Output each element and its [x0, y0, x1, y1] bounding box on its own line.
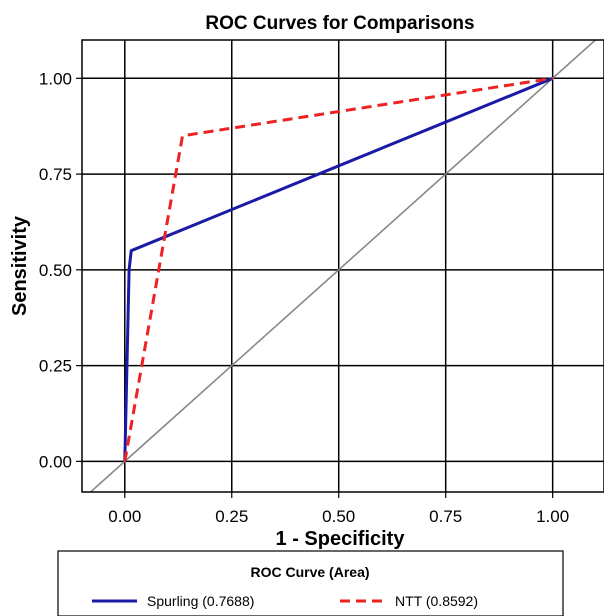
x-tick-label: 0.25	[215, 507, 248, 526]
y-tick-label: 0.50	[39, 261, 72, 280]
legend-label: Spurling (0.7688)	[147, 593, 254, 609]
y-axis-label: Sensitivity	[9, 215, 31, 316]
legend: ROC Curve (Area) Spurling (0.7688) NTT (0…	[57, 550, 564, 616]
x-tick-label: 0.75	[429, 507, 462, 526]
plot-frame	[81, 39, 604, 493]
reference-diagonal-line	[89, 40, 597, 492]
y-tick-label: 0.00	[39, 452, 72, 471]
x-tick-label: 0.00	[108, 507, 141, 526]
grid	[82, 40, 604, 492]
series-line-ntt	[123, 76, 553, 462]
x-axis-label: 1 - Specificity	[276, 528, 406, 550]
y-tick-label: 0.25	[39, 357, 72, 376]
series-line-spurling	[123, 76, 554, 462]
y-tick-label: 1.00	[39, 69, 72, 88]
x-tick-label: 1.00	[536, 507, 569, 526]
x-tick-label: 0.50	[322, 507, 355, 526]
legend-box	[57, 550, 564, 616]
legend-label: NTT (0.8592)	[395, 593, 478, 609]
legend-title: ROC Curve (Area)	[250, 564, 369, 580]
y-tick-label: 0.75	[39, 165, 72, 184]
chart-title: ROC Curves for Comparisons	[205, 13, 474, 34]
